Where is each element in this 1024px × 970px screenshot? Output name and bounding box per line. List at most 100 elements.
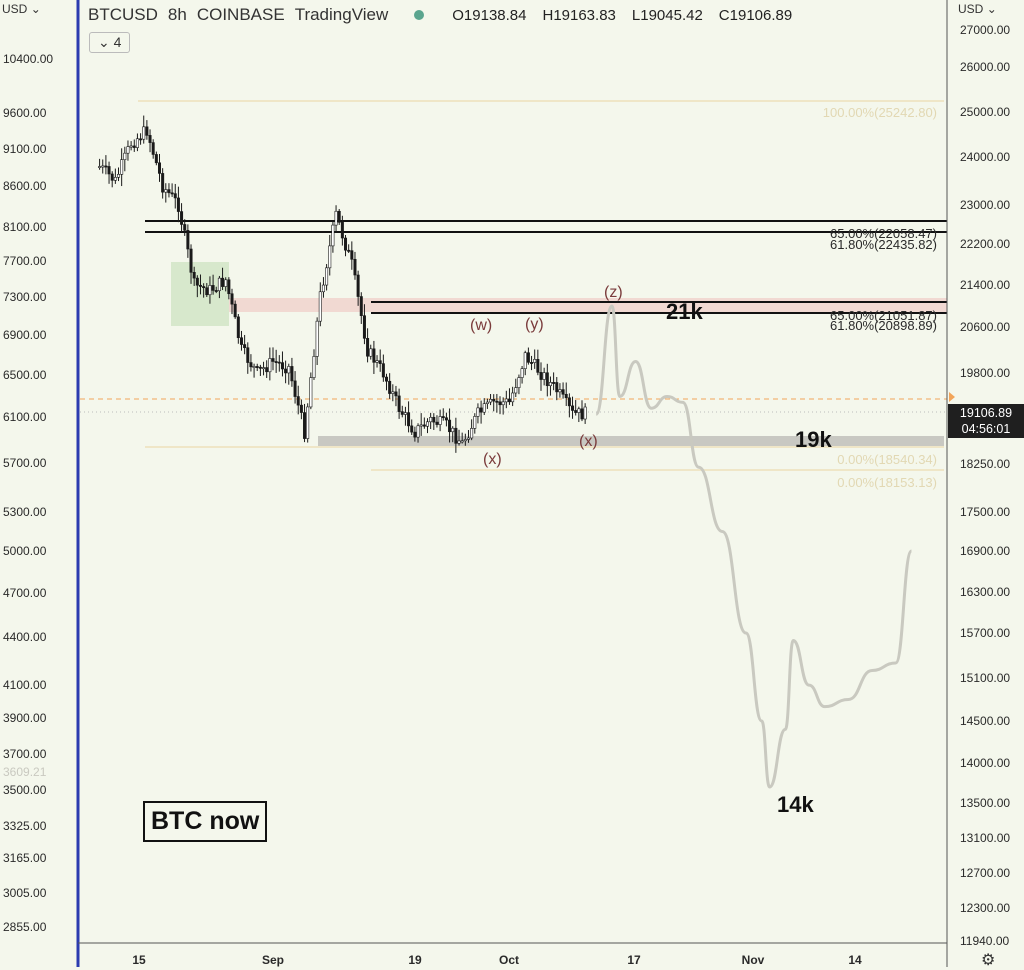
x-tick-label: Oct (499, 953, 519, 967)
candle-body (583, 406, 587, 420)
fib-mid-65-label: 65.00%(21051.87) (830, 308, 937, 323)
candle-body (542, 372, 546, 380)
left-axis-ticks: 10400.00 9600.00 9100.00 8600.00 8100.00 7700… (3, 52, 53, 934)
candle-body (132, 145, 136, 148)
left-tick-label: 6900.00 (3, 328, 47, 342)
candle-body (403, 412, 407, 415)
candle-body (296, 396, 300, 406)
candle-body (482, 403, 486, 413)
ohlc-high: H19163.83 (542, 6, 616, 24)
candle-body (249, 362, 253, 368)
candle-body (306, 406, 310, 439)
candle-body (359, 296, 363, 316)
candle-body (258, 366, 262, 369)
left-axis-unit[interactable]: USD ⌄ (2, 2, 41, 16)
right-tick-label: 27000.00 (960, 23, 1010, 37)
candle-body (265, 367, 269, 373)
right-tick-label: 16300.00 (960, 585, 1010, 599)
right-tick-label: 15700.00 (960, 626, 1010, 640)
candle-body (350, 250, 354, 260)
candle-body (154, 154, 158, 164)
candle-body (536, 359, 540, 373)
left-tick-label: 3900.00 (3, 711, 47, 725)
candle-body (514, 387, 518, 394)
candle-body (139, 138, 143, 141)
candle-body (564, 393, 568, 399)
candle-body (299, 404, 303, 413)
candle-body (558, 389, 562, 393)
candle-body (309, 377, 313, 408)
right-tick-label: 16900.00 (960, 544, 1010, 558)
interval-label[interactable]: 8h (167, 5, 187, 24)
candle-body (429, 416, 433, 423)
candle-body (388, 380, 392, 394)
left-tick-label: 3165.00 (3, 851, 47, 865)
wave-label-y: (y) (525, 316, 544, 333)
candle-body (372, 348, 376, 363)
candle-body (410, 425, 414, 433)
right-tick-label: 11940.00 (960, 934, 1009, 948)
settings-gear-icon[interactable]: ⚙ (981, 952, 996, 969)
candle-body (580, 408, 584, 420)
candle-body (504, 398, 508, 403)
fib-zero-a-label: 0.00%(18540.34) (837, 452, 937, 467)
candle-body (555, 382, 559, 393)
right-tick-label: 17500.00 (960, 505, 1010, 519)
left-tick-label: 5700.00 (3, 456, 47, 470)
left-tick-label: 10400.00 (3, 52, 53, 66)
candle-body (400, 411, 404, 415)
right-tick-label: 22200.00 (960, 237, 1010, 251)
candle-countdown: 04:56:01 (961, 422, 1011, 436)
candle-body (211, 285, 215, 291)
candle-body (230, 293, 234, 305)
candle-body (391, 391, 395, 394)
candle-body (123, 152, 127, 161)
left-tick-label: 3325.00 (3, 819, 47, 833)
candle-body (552, 382, 556, 384)
right-tick-label: 24000.00 (960, 150, 1010, 164)
candle-body (523, 352, 527, 369)
candle-body (252, 366, 256, 368)
candle-body (463, 439, 467, 442)
left-tick-label: 7700.00 (3, 254, 47, 268)
candle-body (318, 291, 322, 322)
candle-body (186, 230, 190, 250)
candle-body (198, 284, 202, 287)
candle-body (457, 440, 461, 444)
wave-label-x1: (x) (483, 451, 502, 468)
candle-body (173, 193, 177, 199)
candle-body (366, 338, 370, 357)
symbol-label[interactable]: BTCUSD (88, 5, 158, 24)
candle-body (227, 279, 231, 295)
left-tick-label: 8600.00 (3, 179, 47, 193)
candle-body (507, 398, 511, 403)
right-tick-label: 15100.00 (960, 671, 1010, 685)
right-axis-unit[interactable]: USD ⌄ (958, 2, 997, 16)
right-tick-label: 19800.00 (960, 366, 1010, 380)
candle-body (101, 165, 105, 168)
candle-body (284, 368, 288, 374)
indicators-toggle[interactable]: ⌄ 4 (89, 32, 131, 53)
candle-body (369, 348, 373, 357)
candle-body (334, 210, 338, 226)
candle-body (262, 367, 266, 370)
candle-body (419, 424, 423, 427)
label-19k: 19k (795, 427, 832, 452)
candle-body (239, 337, 243, 345)
candle-body (425, 421, 429, 427)
right-tick-label: 13500.00 (960, 796, 1010, 810)
left-tick-label: 6500.00 (3, 368, 47, 382)
candle-body (243, 344, 247, 349)
left-tick-label: 3700.00 (3, 747, 47, 761)
x-tick-label: 14 (848, 953, 862, 967)
ohlc-low: L19045.42 (631, 6, 703, 24)
candle-body (385, 376, 389, 382)
fib-upper-618-label: 61.80%(22435.82) (830, 237, 937, 252)
candle-body (170, 192, 174, 195)
candle-body (221, 277, 225, 287)
candle-body (325, 267, 329, 286)
candle-body (120, 159, 124, 175)
candle-body (501, 401, 505, 406)
market-status-icon (414, 10, 425, 20)
candle-body (470, 428, 474, 439)
